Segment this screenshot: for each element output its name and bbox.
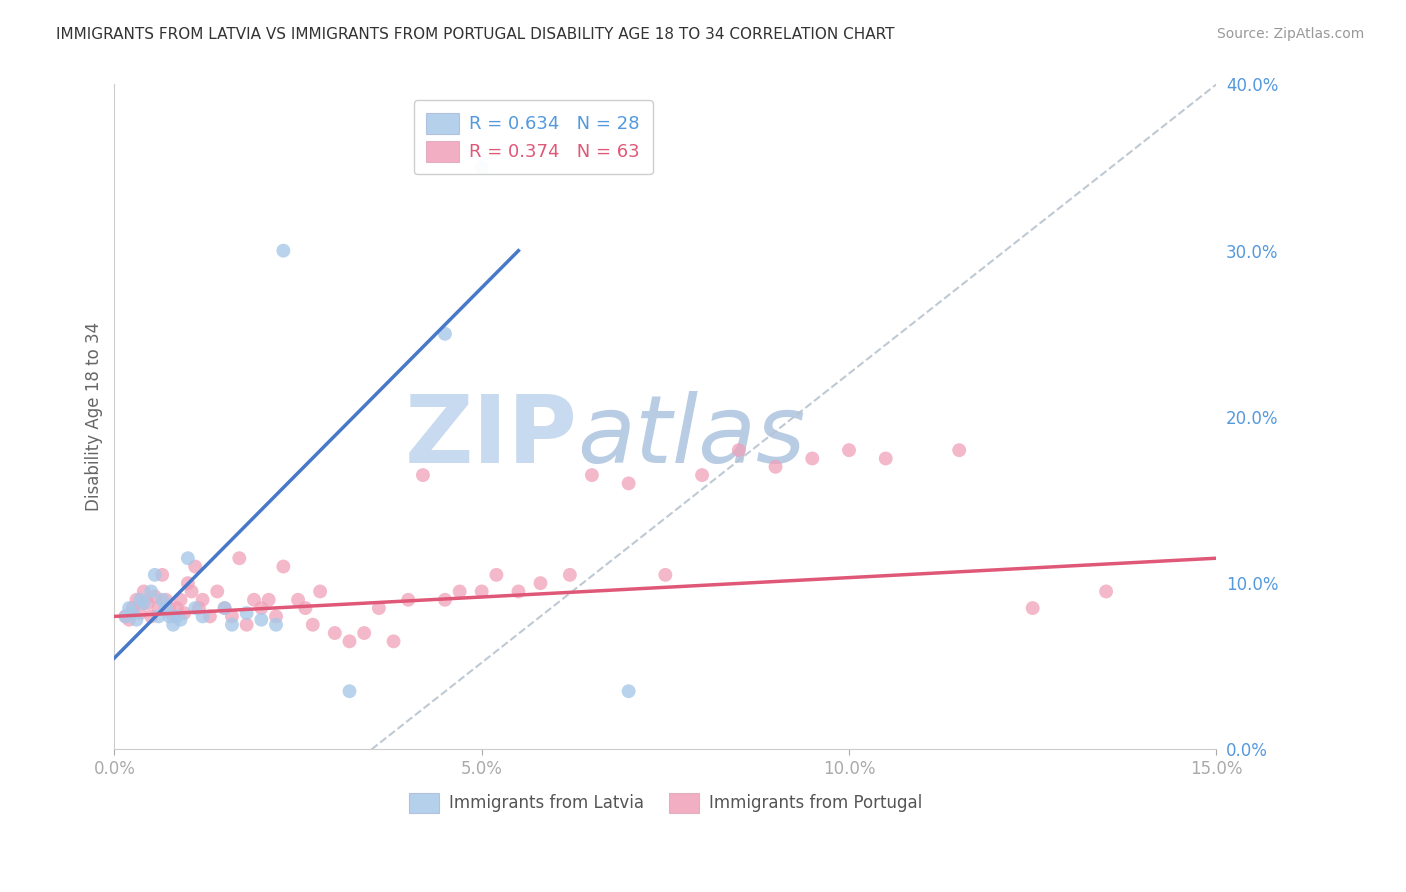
Point <box>114 609 136 624</box>
Point <box>198 609 221 624</box>
Point <box>125 592 148 607</box>
Point <box>654 567 676 582</box>
Point <box>367 601 389 615</box>
Point <box>125 613 148 627</box>
Point <box>228 551 250 566</box>
Point <box>150 592 173 607</box>
Point <box>207 584 229 599</box>
Point <box>132 584 155 599</box>
Point <box>177 576 200 591</box>
Point <box>294 601 316 615</box>
Point <box>471 584 494 599</box>
Point <box>150 567 173 582</box>
Point <box>235 617 257 632</box>
Point <box>801 451 824 466</box>
Point <box>273 559 295 574</box>
Point <box>121 606 143 620</box>
Point <box>287 592 309 607</box>
Point <box>139 609 162 624</box>
Point <box>139 584 162 599</box>
Point <box>449 584 471 599</box>
Point <box>617 684 640 698</box>
Text: ZIP: ZIP <box>405 391 578 483</box>
Point <box>191 592 214 607</box>
Point <box>838 443 860 458</box>
Point <box>173 606 195 620</box>
Point <box>114 609 136 624</box>
Point <box>221 609 243 624</box>
Point <box>143 567 166 582</box>
Point <box>235 606 257 620</box>
Text: IMMIGRANTS FROM LATVIA VS IMMIGRANTS FROM PORTUGAL DISABILITY AGE 18 TO 34 CORRE: IMMIGRANTS FROM LATVIA VS IMMIGRANTS FRO… <box>56 27 894 42</box>
Point <box>118 601 141 615</box>
Point <box>948 443 970 458</box>
Text: Source: ZipAtlas.com: Source: ZipAtlas.com <box>1216 27 1364 41</box>
Point <box>159 601 181 615</box>
Point <box>184 559 207 574</box>
Point <box>765 459 787 474</box>
Point <box>396 592 419 607</box>
Point <box>143 590 166 604</box>
Point <box>184 601 207 615</box>
Point <box>243 592 266 607</box>
Point <box>177 551 200 566</box>
Point <box>257 592 280 607</box>
Point <box>180 584 202 599</box>
Point <box>129 592 152 607</box>
Point <box>129 606 152 620</box>
Point <box>191 609 214 624</box>
Point <box>412 468 434 483</box>
Point <box>121 601 143 615</box>
Point <box>529 576 551 591</box>
Point <box>273 244 295 258</box>
Point <box>148 601 170 615</box>
Point <box>339 684 361 698</box>
Point <box>118 613 141 627</box>
Point <box>471 161 494 175</box>
Point <box>508 584 530 599</box>
Point <box>169 592 191 607</box>
Y-axis label: Disability Age 18 to 34: Disability Age 18 to 34 <box>86 322 103 511</box>
Point <box>187 601 209 615</box>
Point <box>690 468 713 483</box>
Point <box>309 584 332 599</box>
Point <box>433 592 456 607</box>
Point <box>250 613 273 627</box>
Point <box>148 609 170 624</box>
Point <box>155 592 177 607</box>
Point <box>132 596 155 610</box>
Point <box>727 443 749 458</box>
Point <box>159 609 181 624</box>
Point <box>485 567 508 582</box>
Point <box>433 326 456 341</box>
Point <box>250 601 273 615</box>
Point <box>1021 601 1043 615</box>
Point <box>162 609 184 624</box>
Point <box>162 617 184 632</box>
Point <box>214 601 236 615</box>
Point <box>136 596 159 610</box>
Point <box>323 626 346 640</box>
Point <box>617 476 640 491</box>
Point <box>214 601 236 615</box>
Legend: Immigrants from Latvia, Immigrants from Portugal: Immigrants from Latvia, Immigrants from … <box>401 785 931 821</box>
Point <box>166 609 188 624</box>
Text: atlas: atlas <box>578 392 806 483</box>
Point <box>169 613 191 627</box>
Point <box>558 567 581 582</box>
Point <box>382 634 405 648</box>
Point <box>166 601 188 615</box>
Point <box>353 626 375 640</box>
Point <box>339 634 361 648</box>
Point <box>264 609 287 624</box>
Point <box>1095 584 1118 599</box>
Point <box>221 617 243 632</box>
Point <box>301 617 323 632</box>
Point <box>264 617 287 632</box>
Point <box>155 601 177 615</box>
Point <box>875 451 897 466</box>
Point <box>581 468 603 483</box>
